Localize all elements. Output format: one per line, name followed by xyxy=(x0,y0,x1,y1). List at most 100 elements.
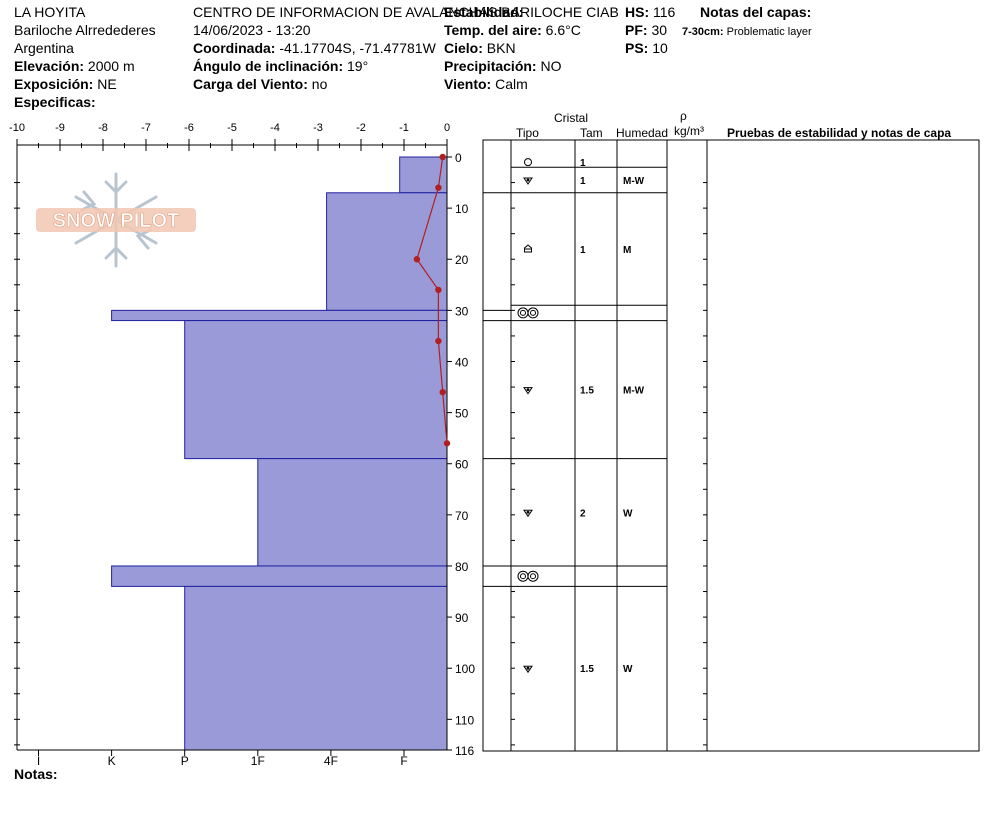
temperature-point xyxy=(435,184,442,191)
hs-value: 116 xyxy=(653,4,676,20)
depth-tick-label: 70 xyxy=(455,509,469,523)
layer-size: 1 xyxy=(580,176,586,187)
faceted-crystal-dot-icon xyxy=(526,178,530,182)
melt-freeze-outer-icon xyxy=(517,307,529,319)
temp-tick-label: -7 xyxy=(141,122,151,134)
header-crystal: Cristal xyxy=(554,111,589,125)
temperature-point xyxy=(435,337,442,345)
elevation-value: 2000 m xyxy=(87,58,135,74)
melt-freeze-outer-icon xyxy=(527,570,539,582)
pf-row: PF: 30 xyxy=(625,22,667,39)
hardness-bar xyxy=(111,565,448,587)
hardness-tick-label: P xyxy=(181,754,189,768)
sky-label: Cielo: xyxy=(444,40,483,56)
depth-tick-label: 90 xyxy=(455,611,469,625)
temperature-point xyxy=(439,153,446,161)
layer-size: 1.5 xyxy=(580,664,594,675)
ps-value: 10 xyxy=(652,40,668,56)
temperature-point xyxy=(435,286,442,294)
temp-tick-label: -4 xyxy=(270,122,280,134)
depth-tick-label: 110 xyxy=(455,713,474,727)
temp-tick-label: -8 xyxy=(98,122,108,134)
hs-row: HS: 116 xyxy=(625,4,675,21)
depth-tick-label: 40 xyxy=(455,355,469,369)
air-temp-row: Temp. del aire: 6.6°C xyxy=(444,22,581,39)
temp-tick-label: -5 xyxy=(227,122,237,134)
hardness-bar xyxy=(111,309,448,322)
hardness-tick-label: K xyxy=(108,754,116,768)
header-type: Tipo xyxy=(516,126,539,140)
layer-table-frame xyxy=(482,139,980,752)
depth-tick-label: 60 xyxy=(455,458,469,472)
wind-load-value: no xyxy=(311,76,328,92)
depth-tick-label: 30 xyxy=(455,304,469,318)
location-area: Bariloche Alrredederes xyxy=(14,22,156,38)
aspect-row: Exposición: NE xyxy=(14,76,117,93)
pf-value: 30 xyxy=(651,22,668,38)
hardness-bar xyxy=(184,585,448,751)
wind-label: Viento: xyxy=(444,76,492,92)
temperature-point xyxy=(413,256,421,263)
layer-size: 1 xyxy=(580,158,586,169)
temp-tick-label: -1 xyxy=(399,122,409,134)
temperature-point xyxy=(439,388,446,396)
aspect-label: Exposición: xyxy=(14,76,94,92)
ps-row: PS: 10 xyxy=(625,40,668,57)
header-density-unit: kg/m³ xyxy=(674,124,704,138)
layer-size: 1 xyxy=(580,245,586,256)
depth-tick-label: 100 xyxy=(455,662,475,676)
air-temp-value: 6.6°C xyxy=(545,22,581,38)
hardness-bar xyxy=(326,192,448,311)
depth-tick-label: 20 xyxy=(455,253,469,267)
snowpilot-logo-text: SNOW PILOT xyxy=(53,210,180,232)
melt-freeze-inner-icon xyxy=(520,573,526,580)
hardness-bar xyxy=(257,458,448,567)
faceted-crystal-icon xyxy=(523,387,533,395)
air-temp-label: Temp. del aire: xyxy=(444,22,542,38)
snowpilot-logo: SNOW PILOT xyxy=(36,172,196,268)
center-name: CENTRO DE INFORMACION DE AVALANCHAS BARI… xyxy=(193,4,619,20)
wind-value: Calm xyxy=(495,76,528,92)
observation-datetime: 14/06/2023 - 13:20 xyxy=(193,22,311,38)
depth-tick-label: 116 xyxy=(455,744,474,758)
incline-value: 19° xyxy=(347,58,369,74)
layer-humidity: M xyxy=(623,245,631,256)
header-rho: ρ xyxy=(680,109,687,123)
temperature-point xyxy=(443,440,451,447)
incline-row: Ángulo de inclinación: 19° xyxy=(193,58,368,75)
layer-notes-title: Notas del capas: xyxy=(700,4,812,20)
incline-label: Ángulo de inclinación: xyxy=(193,58,344,74)
header-size: Tam xyxy=(580,126,603,140)
temp-tick-label: -10 xyxy=(9,122,25,134)
depth-tick-label: 80 xyxy=(455,560,469,574)
faceted-crystal-icon xyxy=(523,177,533,185)
depth-tick-label: 10 xyxy=(455,202,469,216)
depth-tick-label: 0 xyxy=(455,151,462,165)
sky-value: BKN xyxy=(486,40,516,56)
specifics-label: Especificas: xyxy=(14,94,96,110)
faceted-crystal-icon xyxy=(523,509,533,518)
melt-freeze-outer-icon xyxy=(517,570,529,582)
hardness-tick-label: F xyxy=(400,754,407,768)
precip-label: Precipitación: xyxy=(444,58,537,74)
hardness-tick-label: 4F xyxy=(324,754,338,768)
wind-load-row: Carga del Viento: no xyxy=(193,76,327,93)
stability-label: Estabilidad: xyxy=(444,4,524,20)
notes-label: Notas: xyxy=(14,766,58,782)
layer-size: 2 xyxy=(580,508,586,519)
aspect-value: NE xyxy=(97,76,117,92)
melt-freeze-inner-icon xyxy=(520,309,526,316)
faceted-crystal-dot-icon xyxy=(526,666,530,670)
melt-freeze-inner-icon xyxy=(530,573,536,580)
location-name: LA HOYITA xyxy=(14,4,86,20)
precip-row: Precipitación: NO xyxy=(444,58,561,75)
temp-tick-label: -6 xyxy=(184,122,194,134)
layer-size: 1.5 xyxy=(580,386,594,397)
layer-humidity: W xyxy=(623,664,633,675)
coordinate-label: Coordinada: xyxy=(193,40,276,56)
pf-label: PF: xyxy=(625,22,648,38)
header-tests: Pruebas de estabilidad y notas de capa xyxy=(727,126,952,140)
faceted-crystal-icon xyxy=(523,665,533,674)
header-humidity: Humedad xyxy=(616,126,669,140)
